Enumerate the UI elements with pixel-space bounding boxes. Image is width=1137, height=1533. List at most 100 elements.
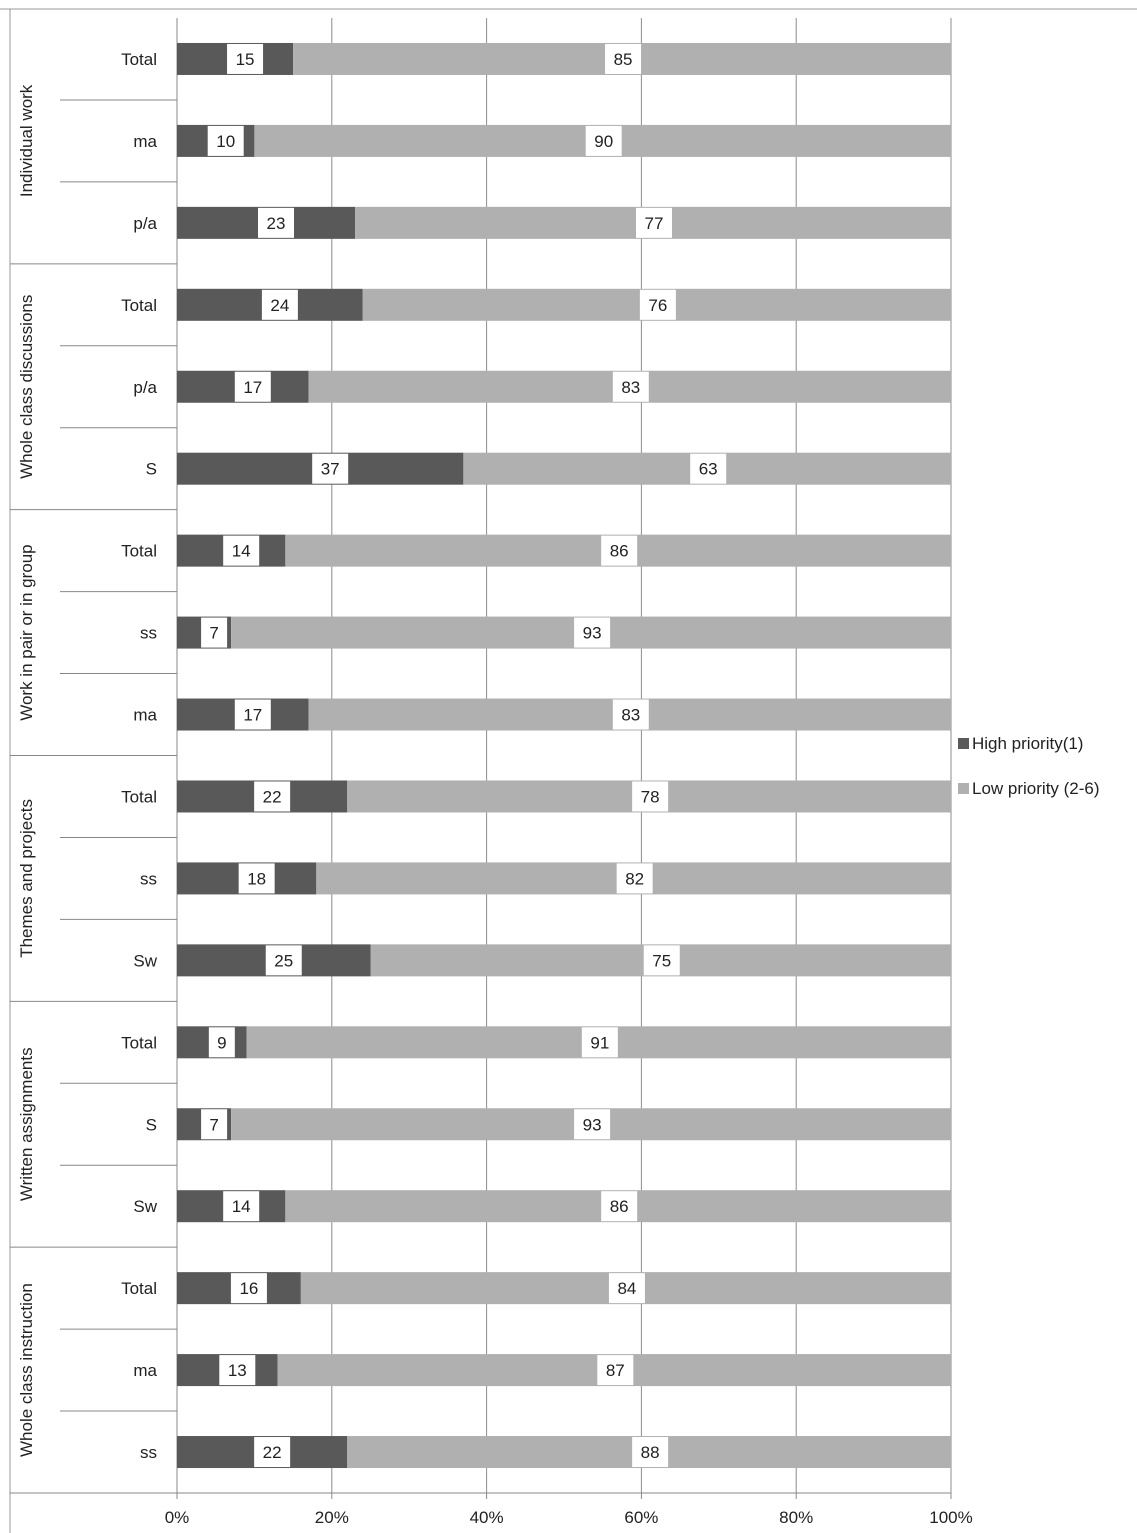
gridlines: [10, 18, 952, 1499]
category-label: Sw: [133, 1197, 157, 1216]
data-label-box: [312, 453, 349, 484]
data-label-box: [632, 781, 669, 812]
data-label-box: [639, 289, 676, 320]
data-label-high: 7: [209, 1115, 218, 1134]
data-label-low: 86: [610, 542, 629, 561]
data-label-box: [585, 125, 622, 156]
data-label-high: 7: [209, 624, 218, 643]
category-label: ss: [140, 1443, 157, 1462]
x-tick-label: 60%: [624, 1508, 658, 1527]
data-label-low: 85: [614, 50, 633, 69]
category-label: S: [146, 1115, 157, 1134]
data-label-box: [261, 289, 298, 320]
data-label-low: 82: [625, 869, 644, 888]
data-label-high: 37: [321, 460, 340, 479]
data-label-box: [574, 1109, 611, 1140]
data-label-box: [238, 863, 275, 894]
data-label-high: 22: [263, 787, 282, 806]
group-label: Work in pair or in group: [17, 544, 36, 720]
legend-swatch: [958, 738, 969, 749]
data-label-box: [601, 1191, 638, 1222]
data-label-high: 24: [270, 296, 289, 315]
data-label-low: 91: [590, 1033, 609, 1052]
data-label-high: 22: [263, 1443, 282, 1462]
data-label-low: 83: [621, 706, 640, 725]
category-label: ss: [140, 624, 157, 643]
category-label: p/a: [133, 378, 157, 397]
category-label: Total: [121, 50, 157, 69]
data-label-high: 17: [243, 378, 262, 397]
data-label-high: 23: [267, 214, 286, 233]
data-label-box: [254, 1437, 291, 1468]
data-label-box: [254, 781, 291, 812]
data-label-low: 83: [621, 378, 640, 397]
data-label-box: [636, 207, 673, 238]
data-label-box: [616, 863, 653, 894]
data-label-box: [581, 1027, 618, 1058]
x-tick-label: 40%: [470, 1508, 504, 1527]
category-label: Total: [121, 1279, 157, 1298]
data-label-low: 86: [610, 1197, 629, 1216]
category-label: Total: [121, 1033, 157, 1052]
bars: [177, 42, 952, 1469]
data-label-box: [230, 1273, 267, 1304]
category-label: Total: [121, 787, 157, 806]
category-label: ma: [133, 132, 157, 151]
data-label-box: [265, 945, 302, 976]
data-label-box: [201, 1109, 228, 1140]
data-label-low: 93: [583, 1115, 602, 1134]
data-label-low: 77: [645, 214, 664, 233]
data-label-high: 18: [247, 869, 266, 888]
category-label: ma: [133, 706, 157, 725]
data-label-box: [219, 1355, 256, 1386]
data-label-low: 63: [699, 460, 718, 479]
data-label-high: 16: [239, 1279, 258, 1298]
data-label-high: 15: [236, 50, 255, 69]
data-label-high: 13: [228, 1361, 247, 1380]
data-label-high: 14: [232, 1197, 251, 1216]
data-label-box: [208, 1027, 235, 1058]
data-label-box: [223, 1191, 260, 1222]
data-label-high: 14: [232, 542, 251, 561]
data-label-low: 93: [583, 624, 602, 643]
data-label-low: 84: [617, 1279, 636, 1298]
chart-frame: [0, 8, 1137, 1533]
legend-swatch: [958, 783, 969, 794]
data-label-box: [605, 43, 642, 74]
data-label-box: [234, 699, 271, 730]
category-label: Total: [121, 296, 157, 315]
legend: High priority(1) Low priority (2-6): [958, 734, 1100, 798]
x-tick-label: 80%: [779, 1508, 813, 1527]
legend-label: Low priority (2-6): [972, 779, 1100, 798]
data-label-box: [632, 1437, 669, 1468]
data-label-high: 17: [243, 706, 262, 725]
data-label-box: [234, 371, 271, 402]
legend-label: High priority(1): [972, 734, 1083, 753]
data-label-high: 25: [274, 951, 293, 970]
data-label-box: [612, 371, 649, 402]
data-label-low: 88: [641, 1443, 660, 1462]
data-label-high: 9: [217, 1033, 226, 1052]
group-label: Whole class instruction: [17, 1283, 36, 1457]
x-tick-label: 100%: [929, 1508, 972, 1527]
group-label: Individual work: [17, 84, 36, 197]
category-label: ss: [140, 869, 157, 888]
data-label-high: 10: [216, 132, 235, 151]
x-tick-label: 20%: [315, 1508, 349, 1527]
data-label-low: 76: [648, 296, 667, 315]
group-label: Whole class discussions: [17, 295, 36, 479]
data-label-box: [223, 535, 260, 566]
category-label: ma: [133, 1361, 157, 1380]
category-label: p/a: [133, 214, 157, 233]
data-label-low: 90: [594, 132, 613, 151]
data-label-box: [643, 945, 680, 976]
data-label-box: [597, 1355, 634, 1386]
data-label-box: [227, 43, 264, 74]
data-label-box: [601, 535, 638, 566]
data-label-box: [258, 207, 295, 238]
labels: 0% 20% 40% 60% 80% 100% Individual work Whole c…: [17, 43, 973, 1527]
data-label-low: 78: [641, 787, 660, 806]
data-label-box: [201, 617, 228, 648]
data-label-low: 75: [652, 951, 671, 970]
